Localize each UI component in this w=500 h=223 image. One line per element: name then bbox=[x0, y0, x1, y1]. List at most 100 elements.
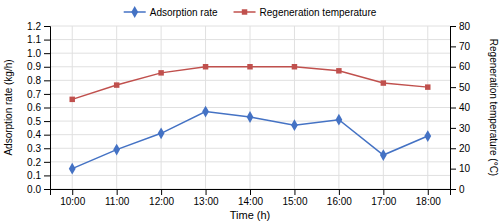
tick: 0.6 bbox=[27, 102, 50, 113]
tick: 50 bbox=[450, 82, 471, 93]
grid-line bbox=[383, 26, 384, 189]
tick: 0.5 bbox=[27, 116, 50, 127]
tick-mark bbox=[44, 80, 50, 81]
marker bbox=[203, 64, 208, 69]
plot-area: 10:0011:0012:0013:0014:0015:0016:0017:00… bbox=[27, 21, 470, 207]
series bbox=[69, 106, 431, 175]
tick: 15:00 bbox=[282, 189, 307, 207]
tick-mark bbox=[250, 189, 251, 195]
marker bbox=[69, 163, 76, 175]
tick: 12:00 bbox=[149, 189, 174, 207]
tick-label: 0.3 bbox=[27, 143, 41, 154]
tick-label: 15:00 bbox=[282, 196, 307, 207]
tick-label: 40 bbox=[459, 102, 471, 113]
tick-mark bbox=[44, 67, 50, 68]
tick: 60 bbox=[450, 61, 471, 72]
tick-mark bbox=[383, 189, 384, 195]
line bbox=[72, 67, 428, 100]
tick: 30 bbox=[450, 123, 471, 134]
tick-mark bbox=[44, 94, 50, 95]
tick: 40 bbox=[450, 102, 471, 113]
tick-mark bbox=[450, 46, 456, 47]
tick-label: 30 bbox=[459, 123, 471, 134]
tick-mark bbox=[294, 189, 295, 195]
axis-line bbox=[51, 190, 451, 196]
grid bbox=[50, 26, 450, 189]
tick-label: 0.4 bbox=[27, 129, 41, 140]
grid-line bbox=[116, 26, 117, 189]
tick-label: 50 bbox=[459, 82, 471, 93]
tick-label: 12:00 bbox=[149, 196, 174, 207]
tick-mark bbox=[44, 26, 50, 27]
grid-line bbox=[250, 26, 251, 189]
series-group bbox=[69, 64, 431, 175]
y2-axis-title: Regeneration temperature (°C) bbox=[488, 39, 499, 176]
grid-line bbox=[338, 26, 339, 189]
line bbox=[72, 112, 428, 169]
tick-label: 0.0 bbox=[27, 184, 41, 195]
tick: 70 bbox=[450, 41, 471, 52]
tick-mark bbox=[450, 67, 456, 68]
legend-label: Regeneration temperature bbox=[260, 7, 377, 18]
tick-label: 0.5 bbox=[27, 116, 41, 127]
tick-mark bbox=[450, 87, 456, 88]
tick: 11:00 bbox=[105, 189, 130, 207]
tick-label: 14:00 bbox=[238, 196, 263, 207]
tick-mark bbox=[44, 121, 50, 122]
tick: 16:00 bbox=[327, 189, 352, 207]
tick-mark bbox=[44, 53, 50, 54]
tick-mark bbox=[450, 189, 456, 190]
tick-mark bbox=[450, 148, 456, 149]
marker bbox=[291, 119, 298, 131]
tick-label: 10 bbox=[459, 163, 471, 174]
x-axis-title: Time (h) bbox=[230, 209, 271, 221]
tick-label: 0.9 bbox=[27, 61, 41, 72]
tick-mark bbox=[450, 128, 456, 129]
legend-marker bbox=[131, 6, 138, 18]
tick-label: 0 bbox=[459, 184, 465, 195]
tick-label: 0.6 bbox=[27, 102, 41, 113]
tick-mark bbox=[339, 189, 340, 195]
tick-label: 0.7 bbox=[27, 89, 41, 100]
tick: 0.2 bbox=[27, 157, 50, 168]
tick-mark bbox=[117, 189, 118, 195]
grid-line bbox=[161, 26, 162, 189]
tick-mark bbox=[44, 148, 50, 149]
tick-label: 60 bbox=[459, 61, 471, 72]
marker bbox=[69, 97, 74, 102]
tick: 20 bbox=[450, 143, 471, 154]
tick-mark bbox=[44, 135, 50, 136]
marker bbox=[114, 82, 119, 87]
legend-item: Adsorption rate bbox=[124, 6, 218, 18]
tick-mark bbox=[72, 189, 73, 195]
tick-mark bbox=[44, 162, 50, 163]
tick-label: 16:00 bbox=[327, 196, 352, 207]
tick-mark bbox=[450, 26, 456, 27]
tick: 0.1 bbox=[27, 170, 50, 181]
marker bbox=[292, 64, 297, 69]
legend: Adsorption rate Regeneration temperature bbox=[124, 6, 377, 18]
tick: 80 bbox=[450, 21, 471, 32]
y-axis-title: Adsorption rate (kg/h) bbox=[3, 59, 14, 155]
tick-label: 10:00 bbox=[60, 196, 85, 207]
tick-label: 0.8 bbox=[27, 75, 41, 86]
chart: 10:0011:0012:0013:0014:0015:0016:0017:00… bbox=[0, 0, 500, 223]
tick-mark bbox=[428, 189, 429, 195]
tick-label: 20 bbox=[459, 143, 471, 154]
grid-line bbox=[294, 26, 295, 189]
tick-label: 18:00 bbox=[416, 196, 441, 207]
tick-mark bbox=[44, 40, 50, 41]
tick: 0 bbox=[450, 184, 465, 195]
tick: 0.9 bbox=[27, 61, 50, 72]
tick-mark bbox=[161, 189, 162, 195]
marker bbox=[113, 144, 120, 156]
legend-marker bbox=[242, 9, 247, 14]
tick: 10 bbox=[450, 163, 471, 174]
tick: 0.0 bbox=[27, 184, 50, 195]
tick-mark bbox=[44, 108, 50, 109]
tick-label: 0.2 bbox=[27, 157, 41, 168]
tick: 14:00 bbox=[238, 189, 263, 207]
marker bbox=[202, 106, 209, 118]
tick-mark bbox=[206, 189, 207, 195]
marker bbox=[425, 84, 430, 89]
